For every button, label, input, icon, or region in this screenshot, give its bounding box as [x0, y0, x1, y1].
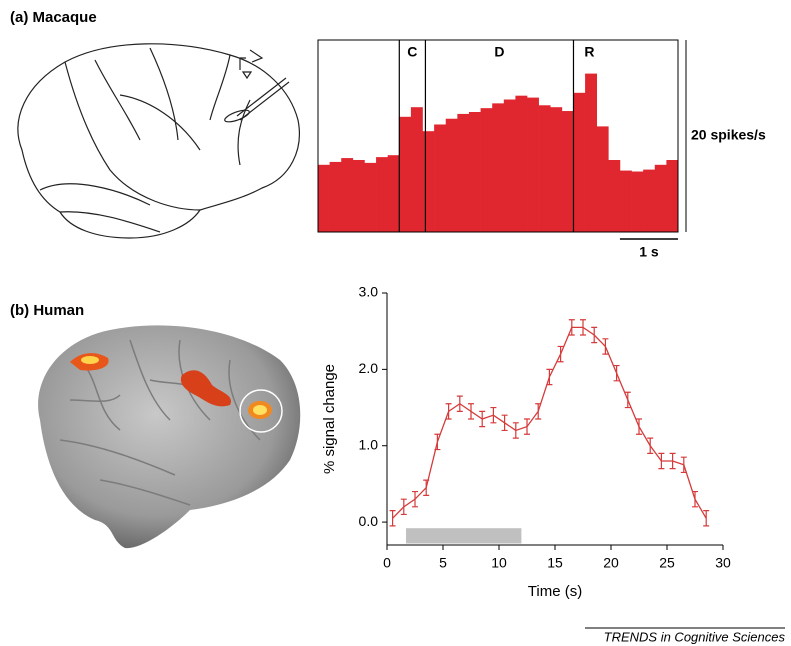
histogram-bar: [480, 108, 493, 232]
error-bar: [613, 364, 620, 382]
histogram-bar: [329, 161, 342, 232]
y-tick-label: 1.0: [359, 436, 379, 452]
error-bar: [535, 403, 542, 420]
x-tick-label: 15: [547, 555, 563, 571]
error-bar: [490, 406, 497, 424]
error-bar: [389, 510, 396, 527]
histogram-bar: [666, 160, 679, 232]
histogram-bar: [631, 171, 644, 232]
x-tick-label: 5: [439, 555, 447, 571]
event-label: R: [584, 44, 594, 60]
histogram-bar: [527, 97, 539, 232]
histogram-bar: [643, 169, 656, 232]
histogram-bar: [550, 107, 563, 232]
histogram-bar: [410, 107, 423, 232]
histogram-bar: [387, 155, 400, 232]
scale-bar-y-label: 20 spikes/s: [691, 127, 766, 143]
histogram-bar: [561, 111, 574, 232]
histogram-bar: [585, 73, 598, 232]
scale-bar-x-label: 1 s: [639, 244, 659, 260]
histogram-bar: [318, 164, 330, 232]
macaque-brain-drawing: [17, 43, 300, 239]
error-bar: [423, 479, 430, 496]
error-bar: [557, 345, 564, 363]
x-tick-label: 25: [659, 555, 675, 571]
histogram-bar: [538, 105, 551, 232]
panel-title: (a) Macaque: [10, 9, 97, 26]
histogram-bar: [619, 170, 632, 232]
histogram-bar: [468, 112, 481, 232]
error-bar: [658, 452, 665, 470]
histogram-bar: [596, 126, 609, 232]
error-bar: [400, 498, 407, 516]
histogram-bar: [654, 164, 667, 232]
error-bar: [524, 418, 530, 435]
stimulus-bar: [406, 528, 522, 544]
histogram-bar: [503, 99, 516, 233]
x-tick-label: 20: [603, 555, 619, 571]
error-bar: [412, 490, 418, 508]
histogram-bar: [341, 158, 354, 232]
human-brain-image: [38, 325, 301, 549]
error-bar: [445, 403, 452, 420]
error-bar: [591, 326, 598, 344]
histogram-bar: [515, 95, 528, 233]
event-label: D: [494, 44, 504, 60]
error-bar: [546, 368, 553, 386]
source-text: TRENDS in Cognitive Sciences: [604, 629, 786, 644]
x-tick-label: 10: [491, 555, 507, 571]
event-label: C: [407, 44, 417, 60]
y-axis-title: % signal change: [321, 364, 338, 474]
histogram-bar: [608, 160, 621, 232]
histogram-bar: [376, 157, 388, 232]
histogram-bar: [352, 160, 365, 232]
y-tick-label: 3.0: [359, 284, 379, 300]
error-bar: [456, 395, 463, 412]
histogram-bar: [434, 124, 447, 232]
error-bar: [703, 510, 710, 527]
data-line: [392, 326, 707, 519]
x-tick-label: 0: [383, 555, 391, 571]
error-bar: [501, 414, 508, 432]
y-tick-label: 0.0: [359, 513, 379, 529]
error-bar: [602, 338, 609, 355]
error-bar: [568, 319, 575, 336]
error-bar: [680, 456, 687, 474]
histogram-bar: [399, 116, 412, 232]
error-bar: [468, 403, 474, 420]
error-bar: [479, 410, 486, 428]
error-bar: [636, 418, 642, 435]
panel-title: (b) Human: [10, 302, 84, 319]
histogram-bar: [364, 162, 377, 232]
x-tick-label: 30: [715, 555, 731, 571]
error-bar: [512, 422, 519, 439]
histogram-bar: [422, 131, 435, 232]
error-bar: [624, 391, 631, 409]
error-bar: [434, 433, 441, 451]
error-bar: [692, 490, 698, 508]
error-bar: [647, 437, 654, 454]
histogram-bar: [445, 118, 458, 232]
error-bar: [669, 452, 676, 470]
y-tick-label: 2.0: [359, 360, 379, 376]
histogram-bar: [573, 92, 586, 232]
x-axis-title: Time (s): [528, 583, 582, 600]
plot-frame: [317, 39, 679, 233]
error-bar: [580, 319, 586, 336]
histogram-bar: [492, 103, 505, 232]
histogram-bar: [457, 113, 470, 232]
